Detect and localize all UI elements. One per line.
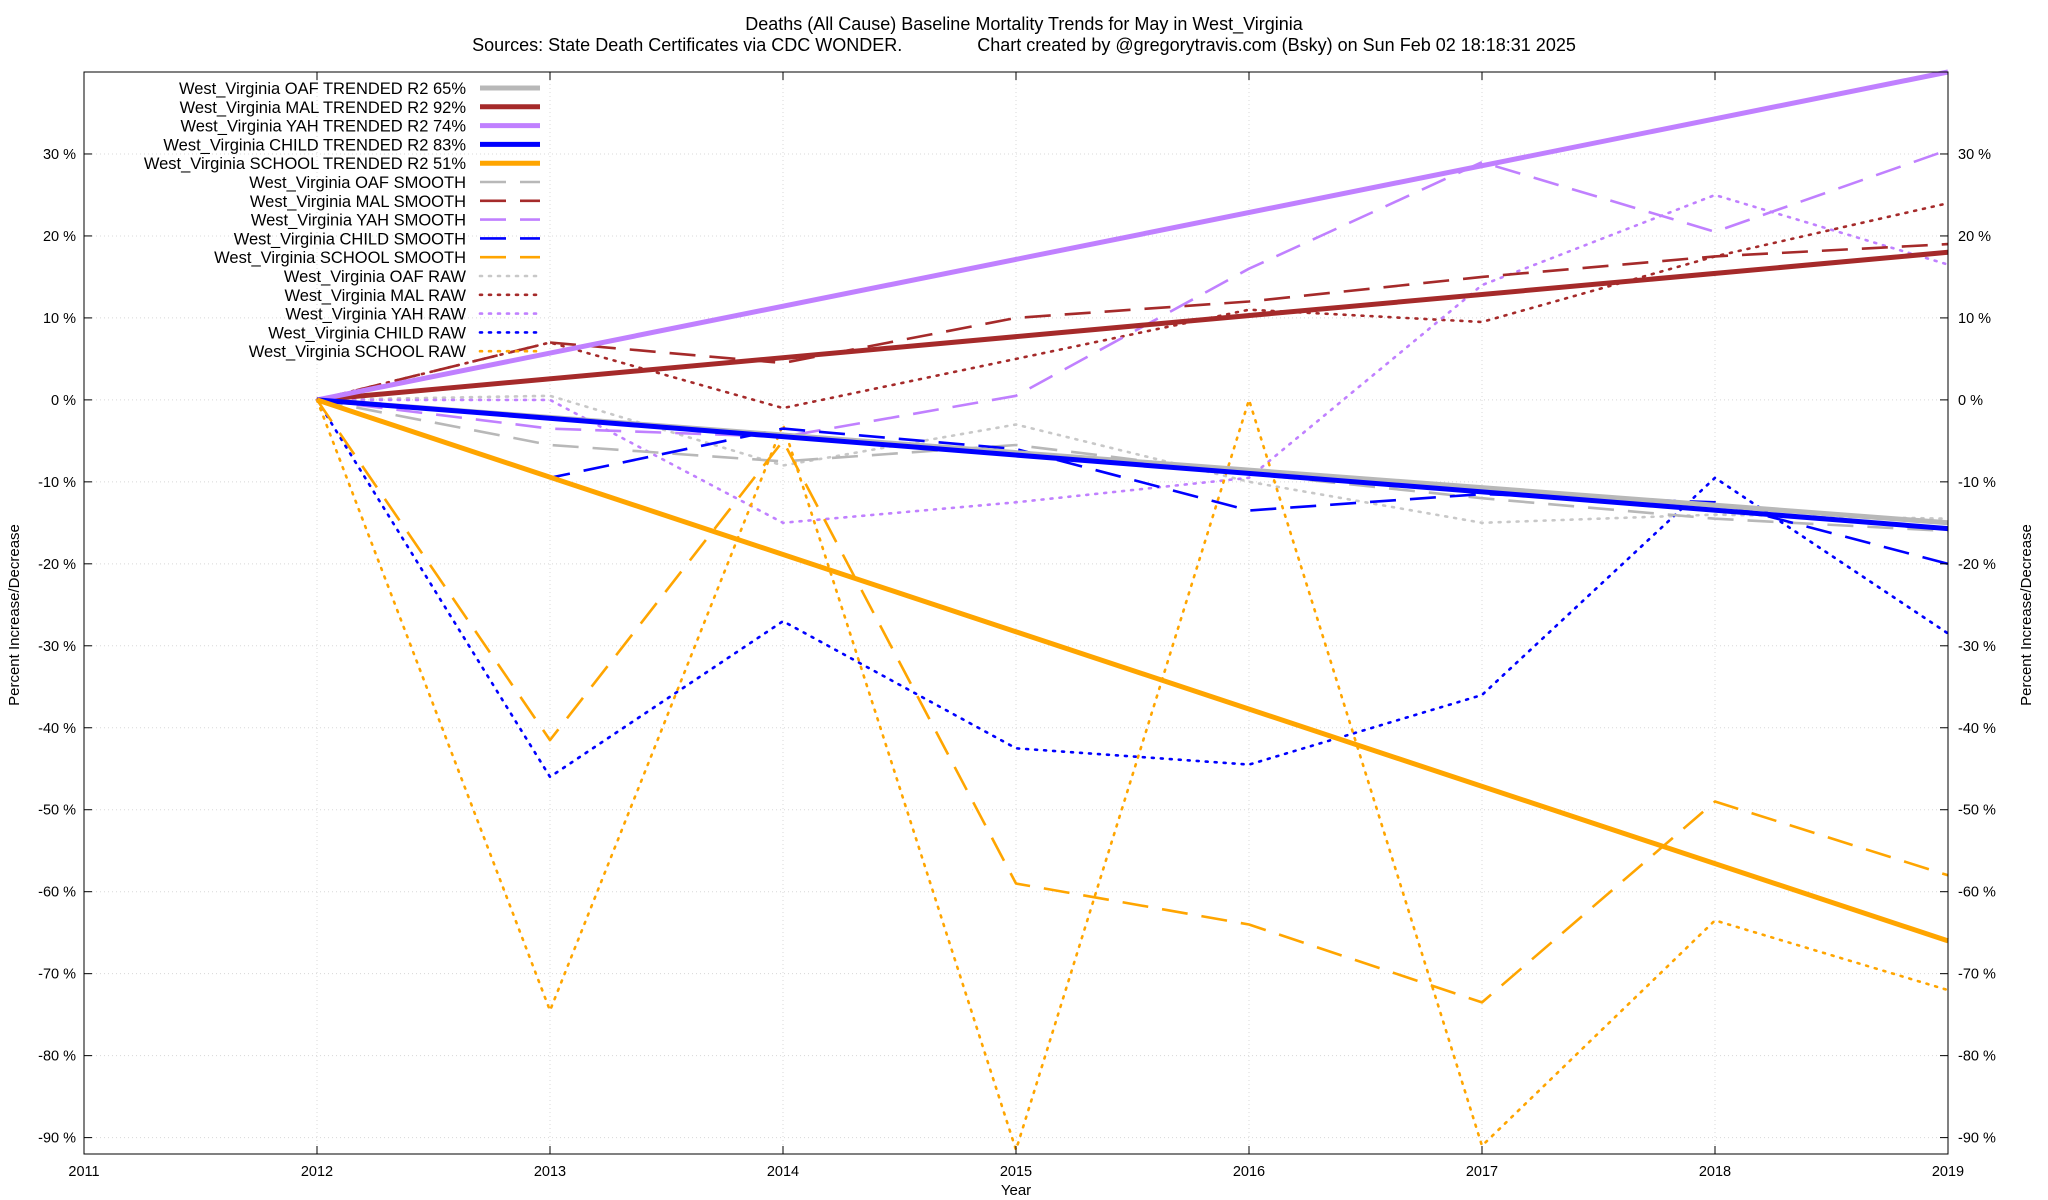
x-axis-label: Year [1001,1182,1031,1199]
legend-label: West_Virginia MAL RAW [284,287,466,305]
series-layer [315,69,1950,1152]
x-tick-label: 2013 [534,1164,566,1180]
y-tick-label: 30 % [43,147,76,163]
x-tick-label: 2019 [1932,1164,1964,1180]
y-tick-label: 10 % [43,311,76,327]
y2-tick-label: -20 % [1958,557,1996,573]
y-tick-label: -20 % [38,557,76,573]
y2-tick-label: 30 % [1958,147,1991,163]
grid-lines [83,72,1949,1154]
y-axis-label: Percent Increase/Decrease [6,524,23,706]
legend: West_Virginia OAF TRENDED R2 65%West_Vir… [144,80,542,361]
y2-tick-label: 0 % [1958,393,1983,409]
legend-label: West_Virginia CHILD TRENDED R2 83% [163,136,466,154]
x-tick-label: 2014 [767,1164,799,1180]
x-tick-label: 2012 [301,1164,333,1180]
series-line-mal-trended-r2-92 [316,249,1949,403]
series-line-school-smooth [315,399,1949,1004]
y-tick-label: -60 % [38,885,76,901]
y-tick-label: -40 % [38,721,76,737]
legend-label: West_Virginia YAH SMOOTH [251,212,466,230]
legend-label: West_Virginia CHILD RAW [268,324,466,342]
y2-tick-label: -70 % [1958,967,1996,983]
y2-tick-label: -40 % [1958,721,1996,737]
chart-title: Deaths (All Cause) Baseline Mortality Tr… [745,14,1304,35]
legend-label: West_Virginia MAL TRENDED R2 92% [180,99,467,117]
y-tick-label: -90 % [38,1131,76,1147]
x-tick-label: 2017 [1466,1164,1498,1180]
legend-label: West_Virginia OAF RAW [284,268,467,286]
series-line-yah-raw [315,193,1950,525]
y-tick-label: -80 % [38,1049,76,1065]
x-tick-label: 2016 [1233,1164,1265,1180]
series-line-child-trended-r2-83 [316,397,1949,532]
y-tick-label: 20 % [43,229,76,245]
series-line-mal-smooth [316,242,1949,402]
y2-tick-label: -10 % [1958,475,1996,491]
series-line-child-smooth [316,398,1949,566]
series-line-school-trended-r2-51 [316,397,1949,944]
legend-label: West_Virginia YAH RAW [285,306,466,324]
x-tick-label: 2011 [68,1164,99,1180]
y2-tick-label: -90 % [1958,1131,1996,1147]
axis-ticks: 2011 2012 2013 2014 2015 2016 2017 2018 2019 30 %… [38,72,1996,1180]
legend-label: West_Virginia OAF TRENDED R2 65% [179,80,466,98]
y2-axis-label: Percent Increase/Decrease [2018,524,2035,706]
legend-label: West_Virginia MAL SMOOTH [250,193,466,211]
y2-tick-label: -60 % [1958,885,1996,901]
legend-label: West_Virginia OAF SMOOTH [249,174,466,192]
y-tick-label: -30 % [38,639,76,655]
y-tick-label: -10 % [38,475,76,491]
y2-tick-label: -30 % [1958,639,1996,655]
y2-tick-label: -80 % [1958,1049,1996,1065]
x-tick-label: 2015 [1000,1164,1032,1180]
y-tick-label: -50 % [38,803,76,819]
chart-subtitle: Sources: State Death Certificates via CD… [472,35,1576,55]
x-tick-label: 2018 [1699,1164,1731,1180]
y2-tick-label: -50 % [1958,803,1996,819]
series-line-yah-trended-r2-74 [316,69,1949,403]
legend-label: West_Virginia CHILD SMOOTH [234,230,466,248]
legend-label: West_Virginia SCHOOL SMOOTH [214,249,466,267]
legend-label: West_Virginia YAH TRENDED R2 74% [180,118,466,136]
y-tick-label: -70 % [38,967,76,983]
series-line-mal-raw [315,201,1950,410]
legend-label: West_Virginia SCHOOL RAW [249,343,467,361]
y-tick-label: 0 % [51,393,76,409]
y2-tick-label: 10 % [1958,311,1991,327]
y2-tick-label: 20 % [1958,229,1991,245]
legend-label: West_Virginia SCHOOL TRENDED R2 51% [144,155,466,173]
series-line-school-raw [315,398,1950,1152]
